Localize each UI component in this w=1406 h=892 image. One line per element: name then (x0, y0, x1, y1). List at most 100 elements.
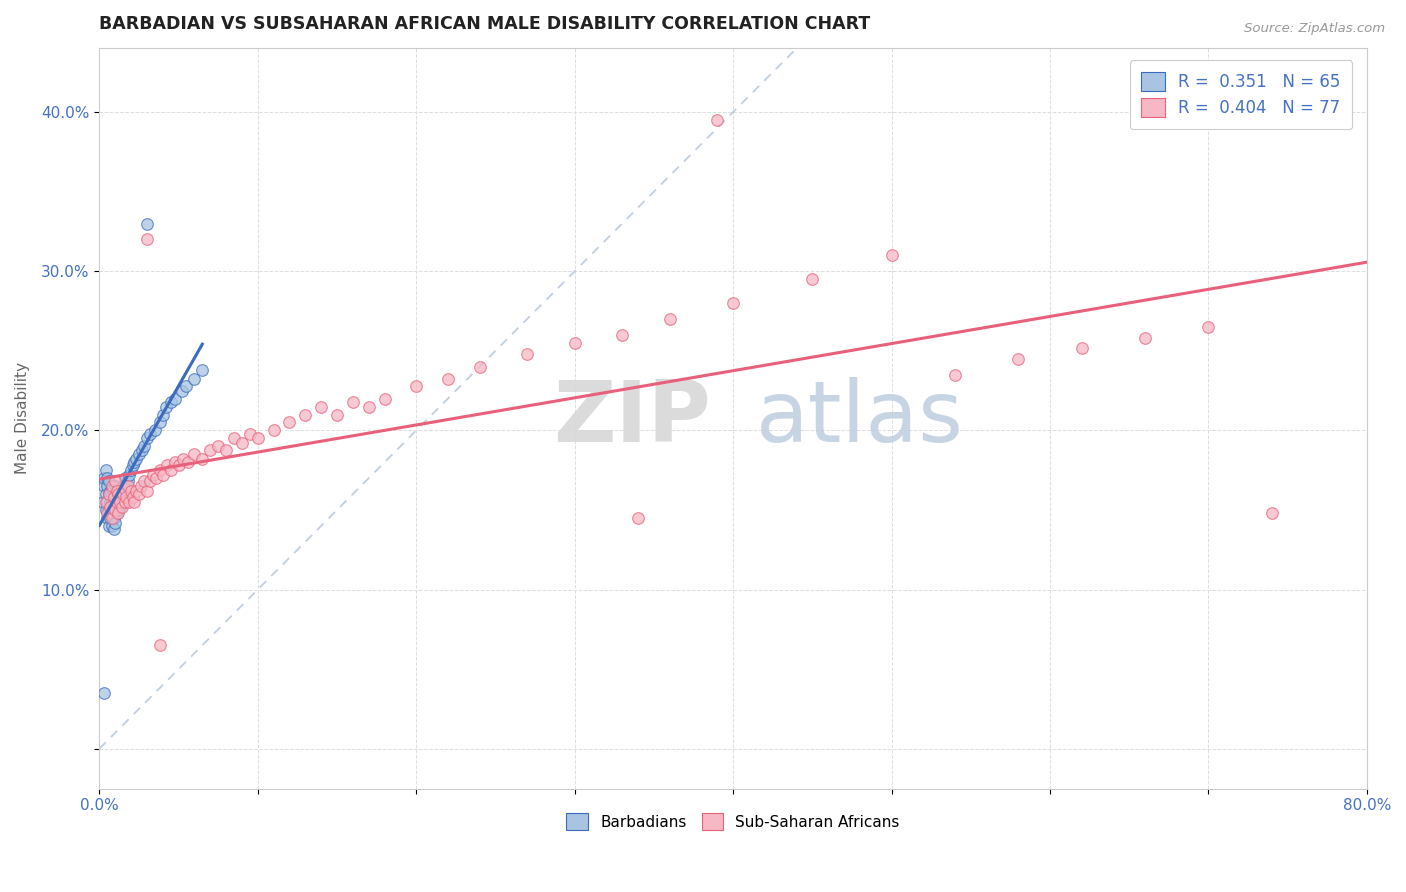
Point (152, 408, 174, 422)
Point (801, 272, 824, 286)
Text: ZIP: ZIP (553, 377, 710, 460)
Point (103, 495, 125, 509)
Point (129, 479, 152, 493)
Point (104, 516, 127, 530)
Point (706, 113, 728, 128)
Point (176, 379, 198, 393)
Point (94, 503, 117, 517)
Point (143, 424, 166, 438)
Point (105, 483, 128, 498)
Point (516, 347, 538, 361)
Point (110, 495, 132, 509)
Point (231, 436, 253, 450)
Point (105, 506, 128, 520)
Point (183, 447, 205, 461)
Point (342, 394, 364, 409)
Point (108, 495, 131, 509)
Point (294, 408, 316, 422)
Point (112, 490, 135, 504)
Point (107, 490, 129, 504)
Point (100, 511, 122, 525)
Point (114, 483, 136, 498)
Point (103, 511, 125, 525)
Point (121, 490, 143, 504)
Point (96, 471, 118, 485)
Point (1007, 351, 1029, 366)
Point (326, 408, 349, 422)
Point (96, 495, 118, 509)
Point (159, 394, 181, 409)
Point (125, 483, 148, 498)
Point (104, 503, 127, 517)
Point (191, 363, 214, 377)
Point (94, 487, 117, 501)
Point (108, 500, 131, 514)
Point (97, 519, 120, 533)
Point (880, 248, 903, 262)
Point (101, 519, 124, 533)
Point (183, 372, 205, 386)
Point (246, 431, 269, 445)
Point (135, 217, 157, 231)
Point (112, 479, 135, 493)
Point (105, 495, 128, 509)
Point (114, 471, 136, 485)
Legend: Barbadians, Sub-Saharan Africans: Barbadians, Sub-Saharan Africans (561, 806, 905, 837)
Point (125, 452, 148, 467)
Point (148, 416, 170, 430)
Point (1197, 320, 1219, 334)
Point (93, 479, 115, 493)
Point (115, 479, 138, 493)
Point (101, 506, 124, 520)
Point (278, 416, 301, 430)
Point (120, 463, 142, 477)
Point (108, 487, 131, 501)
Point (1261, 506, 1284, 520)
Point (239, 426, 262, 441)
Point (93, 471, 115, 485)
Point (135, 431, 157, 445)
Point (191, 452, 214, 467)
Point (132, 475, 155, 489)
Point (135, 232, 157, 246)
Point (96, 479, 118, 493)
Point (263, 424, 285, 438)
Point (110, 500, 132, 514)
Point (97, 487, 120, 501)
Point (658, 312, 681, 326)
Text: Source: ZipAtlas.com: Source: ZipAtlas.com (1244, 22, 1385, 36)
Point (132, 439, 155, 453)
Point (215, 442, 238, 457)
Point (101, 483, 124, 497)
Point (100, 495, 122, 509)
Point (159, 463, 181, 477)
Point (357, 400, 380, 414)
Point (172, 452, 194, 467)
Point (152, 467, 174, 482)
Point (309, 400, 332, 414)
Point (107, 503, 129, 517)
Point (97, 503, 120, 517)
Point (167, 458, 190, 473)
Point (100, 500, 122, 514)
Point (104, 479, 127, 493)
Point (148, 463, 170, 477)
Point (117, 479, 139, 493)
Point (437, 372, 460, 386)
Point (107, 487, 129, 501)
Point (114, 483, 136, 497)
Point (200, 442, 222, 457)
Point (373, 392, 395, 406)
Point (118, 467, 141, 482)
Point (96, 511, 118, 525)
Point (97, 475, 120, 489)
Point (139, 475, 162, 489)
Point (94, 463, 117, 477)
Point (156, 458, 179, 473)
Point (105, 483, 128, 498)
Point (94, 495, 117, 509)
Point (564, 335, 586, 350)
Point (1133, 331, 1156, 345)
Point (120, 483, 142, 498)
Point (101, 495, 124, 509)
